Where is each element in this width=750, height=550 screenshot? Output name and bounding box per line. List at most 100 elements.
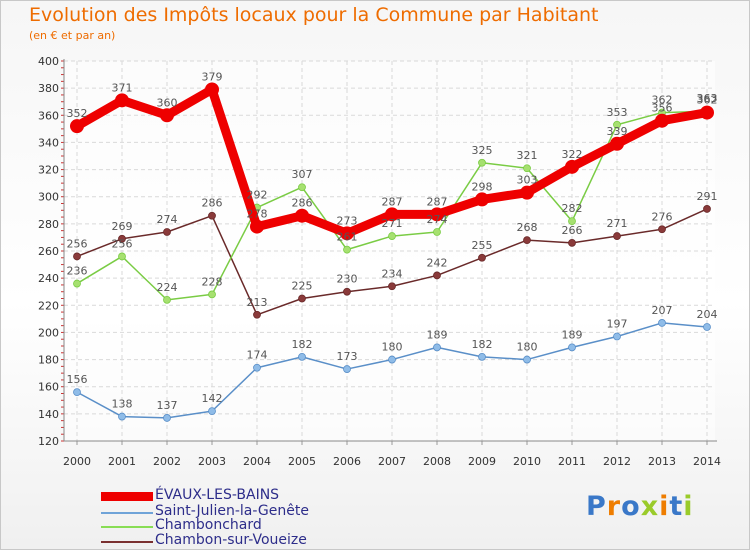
data-label: 269 [112, 220, 133, 233]
data-point [340, 226, 354, 241]
data-point [118, 252, 126, 261]
series-saint-julien-la-gen-te [73, 319, 711, 422]
data-label: 234 [382, 267, 403, 280]
legend-swatch [101, 541, 153, 543]
data-point [613, 232, 621, 240]
y-tick-label: 260 [38, 245, 59, 258]
data-label: 287 [427, 195, 448, 208]
legend-swatch [101, 526, 153, 528]
data-label: 298 [472, 180, 493, 193]
y-tick-label: 360 [38, 109, 59, 122]
chart-title: Evolution des Impôts locaux pour la Comm… [29, 4, 599, 26]
data-point [118, 412, 126, 421]
data-label: 286 [292, 197, 313, 210]
data-point [73, 279, 81, 288]
series--vaux-les-bains [70, 82, 714, 241]
data-label: 230 [337, 273, 358, 286]
x-tick-label: 2009 [468, 455, 496, 468]
y-tick-label: 340 [38, 136, 59, 149]
x-tick-label: 2005 [288, 455, 316, 468]
series-chambon-sur-voueize [73, 205, 711, 319]
y-tick-label: 240 [38, 272, 59, 285]
data-point [253, 363, 261, 372]
legend-label: Chambonchard [155, 517, 262, 533]
data-label: 321 [517, 149, 538, 162]
data-point [568, 217, 576, 226]
data-point [655, 113, 669, 128]
data-label: 274 [427, 213, 448, 226]
logo-letter: r [606, 491, 622, 522]
data-label: 291 [697, 190, 718, 203]
data-point [73, 388, 81, 397]
data-point [568, 343, 576, 352]
data-label: 156 [67, 373, 88, 386]
y-tick-label: 400 [38, 55, 59, 68]
data-label: 173 [337, 350, 358, 363]
data-point [433, 343, 441, 352]
logo-letter: t [669, 491, 684, 522]
grid-layer [64, 60, 715, 442]
data-point [298, 294, 306, 303]
data-label: 256 [67, 237, 88, 250]
data-label: 352 [67, 107, 88, 120]
data-label: 255 [472, 239, 493, 252]
x-tick-label: 2012 [603, 455, 631, 468]
data-point [520, 185, 534, 200]
data-label: 362 [697, 94, 718, 107]
logo-letter: P [586, 491, 607, 522]
series-layer [70, 82, 714, 422]
logo-letter: i [659, 491, 670, 522]
data-label: 189 [562, 328, 583, 341]
data-point [523, 164, 531, 173]
data-label: 180 [517, 341, 538, 354]
data-point [523, 355, 531, 364]
data-point [703, 323, 711, 331]
data-point [478, 158, 486, 167]
data-point [208, 407, 216, 416]
data-label: 362 [652, 94, 673, 107]
x-tick-label: 2006 [333, 455, 361, 468]
data-point [343, 287, 351, 296]
data-point [478, 352, 486, 361]
data-label: 287 [382, 195, 403, 208]
data-point [343, 245, 351, 254]
y-tick-label: 220 [38, 299, 59, 312]
data-label: 242 [427, 256, 448, 269]
y-tick-label: 280 [38, 218, 59, 231]
data-point [388, 232, 396, 240]
data-label: 182 [292, 338, 313, 351]
chart-subtitle: (en € et par an) [29, 29, 116, 42]
y-tick-label: 140 [38, 408, 59, 421]
data-point [295, 208, 309, 223]
data-point [163, 228, 171, 236]
data-label: 273 [337, 214, 358, 227]
x-tick-label: 2000 [63, 455, 91, 468]
legend-swatch [101, 492, 153, 501]
data-point [115, 93, 129, 108]
data-point [475, 192, 489, 207]
data-label: 197 [607, 318, 628, 331]
data-point [433, 228, 441, 236]
x-tick-label: 2001 [108, 455, 136, 468]
legend-label: ÉVAUX-LES-BAINS [155, 487, 280, 503]
y-tick-label: 200 [38, 326, 59, 339]
y-tick-label: 120 [38, 435, 59, 448]
legend-label: Saint-Julien-la-Genête [155, 503, 309, 519]
data-label: 204 [697, 308, 718, 321]
legend-swatch [101, 512, 153, 514]
data-point [205, 82, 219, 97]
data-label: 282 [562, 202, 583, 215]
data-label: 268 [517, 221, 538, 234]
x-tick-label: 2003 [198, 455, 226, 468]
data-label: 363 [697, 92, 718, 105]
data-point [118, 234, 126, 243]
data-label: 307 [292, 168, 313, 181]
data-label: 371 [112, 81, 133, 94]
y-tick-label: 380 [38, 82, 59, 95]
data-label: 207 [652, 304, 673, 317]
data-label: 322 [562, 148, 583, 161]
data-label: 360 [157, 96, 178, 109]
data-point [388, 282, 396, 291]
x-tick-label: 2007 [378, 455, 406, 468]
